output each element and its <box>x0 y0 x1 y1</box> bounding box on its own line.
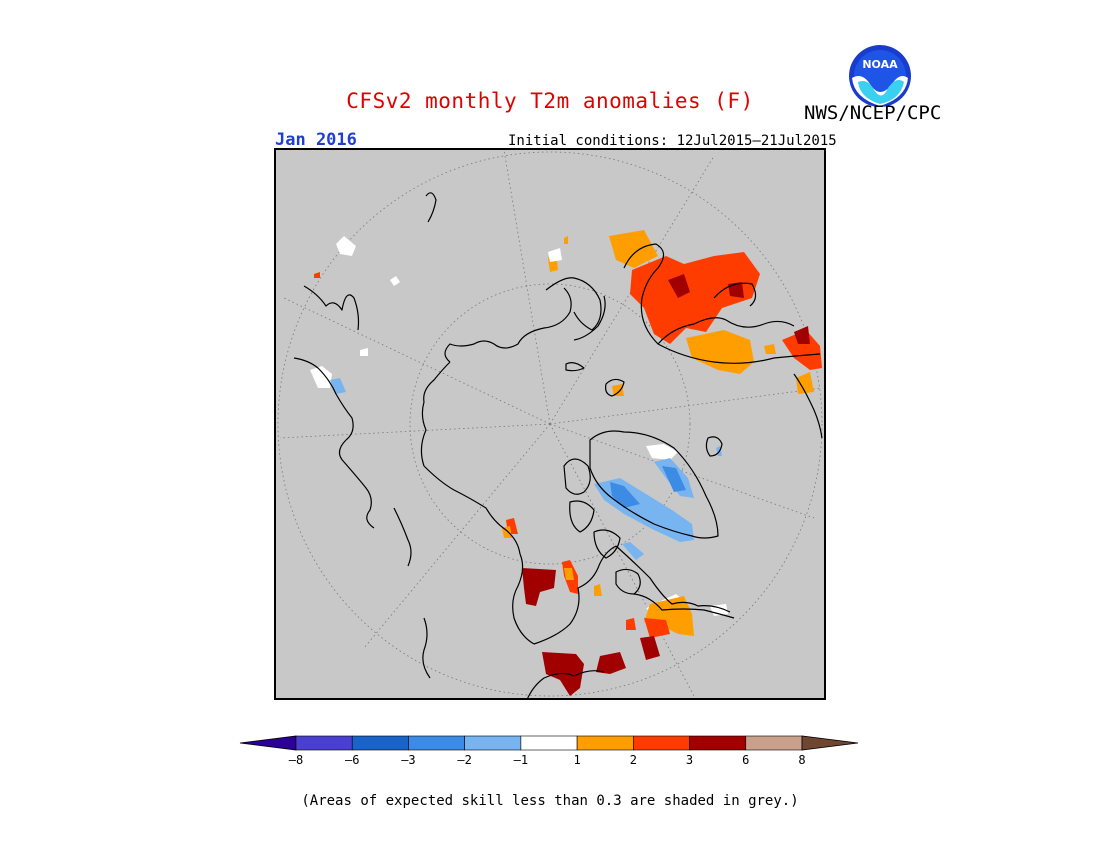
graticule <box>277 149 823 697</box>
legend-bin <box>520 735 578 751</box>
legend-tick-label: 8 <box>798 753 806 767</box>
legend-arrow-high <box>801 735 859 751</box>
legend-bin <box>689 735 747 751</box>
anomaly-region <box>564 568 574 580</box>
noaa-logo: NOAA <box>849 45 911 107</box>
anomaly-region <box>728 282 744 298</box>
legend-bin <box>295 735 353 751</box>
logo-text: NOAA <box>862 58 898 71</box>
anomaly-region <box>640 636 660 660</box>
agency-label: NWS/NCEP/CPC <box>804 102 942 124</box>
anomaly-region <box>310 366 332 388</box>
anomaly-region <box>612 384 624 396</box>
legend-bin <box>633 735 690 751</box>
anomaly-region <box>796 372 814 394</box>
anomaly-shading <box>310 230 822 696</box>
skill-footnote: (Areas of expected skill less than 0.3 a… <box>301 793 799 809</box>
legend-tick-label: –1 <box>513 753 529 767</box>
legend-tick-label: 1 <box>573 753 581 767</box>
anomaly-region <box>522 568 556 606</box>
legend-tick-label: 3 <box>685 753 694 767</box>
legend-bin <box>464 735 522 751</box>
initial-conditions: Initial conditions: 12Jul2015–21Jul2015 <box>508 133 837 149</box>
legend-tick-label: –3 <box>401 753 416 767</box>
legend-arrow-low <box>239 735 297 751</box>
anomaly-region <box>668 274 690 298</box>
anomaly-region <box>330 378 346 394</box>
anomaly-region <box>646 444 678 460</box>
anomaly-region <box>764 344 776 354</box>
anomaly-region <box>564 236 568 244</box>
anomaly-region <box>336 236 356 256</box>
anomaly-region <box>622 542 644 560</box>
anomaly-region <box>630 252 760 344</box>
forecast-month: Jan 2016 <box>275 130 357 150</box>
anomaly-region <box>644 618 670 638</box>
color-legend-bar <box>239 735 859 751</box>
anomaly-region <box>626 618 636 630</box>
anomaly-region <box>390 276 400 286</box>
legend-tick-label: 6 <box>742 753 750 767</box>
anomaly-region <box>314 272 320 278</box>
anomaly-region <box>594 584 602 596</box>
legend-bin <box>351 735 409 751</box>
anomaly-region <box>662 466 686 492</box>
legend-bin <box>408 735 465 751</box>
legend-tick-label: –6 <box>344 753 360 767</box>
anomaly-region <box>360 348 368 356</box>
legend-tick-label: –8 <box>288 753 304 767</box>
legend-tick-label: –2 <box>457 753 472 767</box>
anomaly-region <box>782 330 822 370</box>
legend-bin <box>745 735 803 751</box>
anomaly-region <box>609 230 658 268</box>
legend-tick-label: 2 <box>629 753 637 767</box>
anomaly-region <box>548 248 562 262</box>
legend-bin <box>576 735 634 751</box>
map-title: CFSv2 monthly T2m anomalies (F) <box>346 89 754 113</box>
anomaly-region <box>644 596 694 636</box>
coastlines <box>293 192 823 700</box>
anomaly-region <box>794 326 810 344</box>
polar-map <box>274 148 826 700</box>
anomaly-region <box>596 652 626 674</box>
